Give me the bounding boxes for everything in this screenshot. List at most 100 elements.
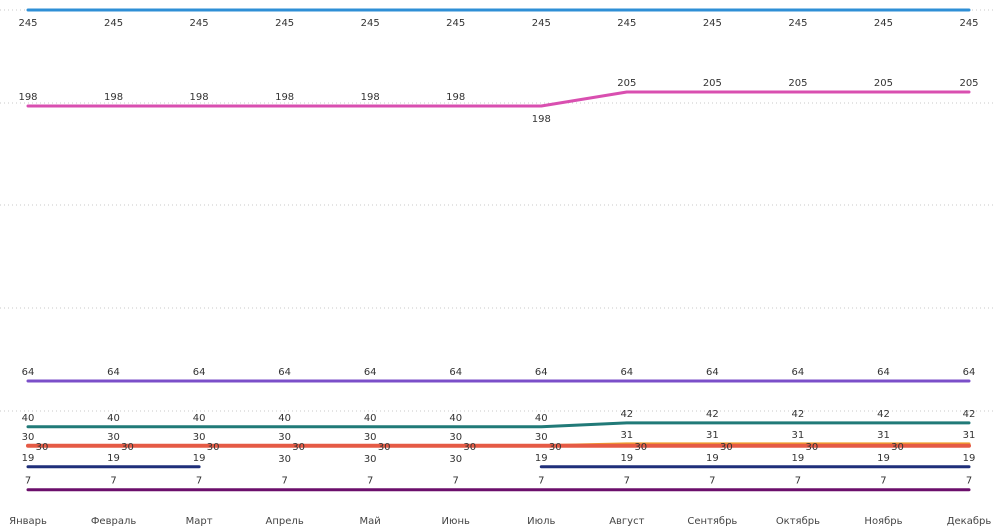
x-tick-label-6: Июль [527, 516, 555, 527]
data-label-s7-p9: 7 [795, 476, 801, 487]
data-label-s0-p4: 245 [361, 18, 380, 29]
data-label-s0-p3: 245 [275, 18, 294, 29]
data-label-s1-p0: 198 [18, 92, 37, 103]
data-label-s6-p10: 19 [877, 453, 890, 464]
data-label-s7-p2: 7 [196, 476, 202, 487]
data-label-s1-p2: 198 [190, 92, 209, 103]
data-label-s2-p11: 64 [963, 367, 976, 378]
data-label-s2-p4: 64 [364, 367, 377, 378]
data-label-s4-p5: 30 [449, 432, 462, 443]
data-label-s0-p2: 245 [190, 18, 209, 29]
data-label-s6-p0: 19 [22, 453, 35, 464]
data-label-s5-p4: 30 [378, 442, 391, 453]
data-label-s6-p1: 19 [107, 453, 120, 464]
data-label-s1-p6: 198 [532, 114, 551, 125]
x-tick-label-2: Март [186, 516, 213, 527]
data-label-s3-p7: 42 [620, 409, 633, 420]
data-label-s2-p5: 64 [449, 367, 462, 378]
data-labels: 245 245 245 245 245 245 245 245 245 245 245 245 198 1… [18, 18, 978, 487]
data-label-red-below-p4: 30 [364, 454, 377, 465]
x-tick-label-0: Январь [9, 516, 47, 527]
data-label-s3-p9: 42 [792, 409, 805, 420]
x-axis: Январь Февраль Март Апрель Май Июнь Июль Август… [9, 516, 991, 527]
data-label-s4-p10: 31 [877, 430, 890, 441]
data-label-s1-p4: 198 [361, 92, 380, 103]
data-label-s2-p0: 64 [22, 367, 35, 378]
data-label-s1-p9: 205 [788, 78, 807, 89]
data-label-s0-p9: 245 [788, 18, 807, 29]
data-label-s3-p10: 42 [877, 409, 890, 420]
data-label-s2-p7: 64 [620, 367, 633, 378]
gridlines [0, 9, 995, 412]
data-label-s1-p5: 198 [446, 92, 465, 103]
data-label-s2-p2: 64 [193, 367, 206, 378]
data-label-s6-p9: 19 [792, 453, 805, 464]
data-label-s7-p11: 7 [966, 476, 972, 487]
x-tick-label-3: Апрель [266, 516, 304, 527]
x-tick-label-7: Август [609, 516, 644, 527]
x-tick-label-5: Июнь [442, 516, 470, 527]
data-label-s1-p8: 205 [703, 78, 722, 89]
data-label-s0-p7: 245 [617, 18, 636, 29]
data-label-s4-p4: 30 [364, 432, 377, 443]
data-label-s7-p8: 7 [709, 476, 715, 487]
data-label-s4-p8: 31 [706, 430, 719, 441]
data-label-s2-p9: 64 [792, 367, 805, 378]
data-label-s3-p0: 40 [22, 413, 35, 424]
data-label-s7-p5: 7 [453, 476, 459, 487]
data-label-s4-p0: 30 [22, 432, 35, 443]
data-label-s5-p2: 30 [207, 442, 220, 453]
data-label-s7-p3: 7 [281, 476, 287, 487]
data-label-s0-p6: 245 [532, 18, 551, 29]
data-label-s5-p10: 30 [891, 442, 904, 453]
data-label-s0-p8: 245 [703, 18, 722, 29]
data-label-s4-p3: 30 [278, 432, 291, 443]
data-label-s6-p7: 19 [620, 453, 633, 464]
data-label-s0-p1: 245 [104, 18, 123, 29]
x-tick-label-10: Ноябрь [864, 516, 902, 527]
data-label-s0-p5: 245 [446, 18, 465, 29]
data-label-s7-p10: 7 [880, 476, 886, 487]
data-label-s3-p11: 42 [963, 409, 976, 420]
series-lines [26, 8, 971, 492]
data-label-s7-p1: 7 [110, 476, 116, 487]
x-tick-label-8: Сентябрь [687, 516, 737, 527]
data-label-s2-p1: 64 [107, 367, 120, 378]
data-label-s0-p10: 245 [874, 18, 893, 29]
series-line-3 [26, 421, 971, 429]
data-label-s1-p1: 198 [104, 92, 123, 103]
data-label-s7-p6: 7 [538, 476, 544, 487]
data-label-s5-p6: 30 [549, 442, 562, 453]
data-label-s4-p11: 31 [963, 430, 976, 441]
data-label-s2-p8: 64 [706, 367, 719, 378]
data-label-s0-p11: 245 [959, 18, 978, 29]
data-label-s6-p2: 19 [193, 453, 206, 464]
data-label-s7-p7: 7 [624, 476, 630, 487]
data-label-s1-p10: 205 [874, 78, 893, 89]
data-label-s4-p2: 30 [193, 432, 206, 443]
data-label-s6-p8: 19 [706, 453, 719, 464]
data-label-s3-p4: 40 [364, 413, 377, 424]
x-tick-label-11: Декабрь [947, 516, 992, 527]
data-label-s3-p2: 40 [193, 413, 206, 424]
data-label-s1-p3: 198 [275, 92, 294, 103]
x-tick-label-1: Февраль [91, 516, 137, 527]
data-label-s2-p6: 64 [535, 367, 548, 378]
data-label-red-below-p5: 30 [449, 454, 462, 465]
data-label-s5-p1: 30 [121, 442, 134, 453]
data-label-s0-p0: 245 [18, 18, 37, 29]
data-label-s4-p1: 30 [107, 432, 120, 443]
data-label-s6-p11: 19 [963, 453, 976, 464]
data-label-s7-p0: 7 [25, 476, 31, 487]
data-label-s6-p6: 19 [535, 453, 548, 464]
data-label-s1-p11: 205 [959, 78, 978, 89]
data-label-s7-p4: 7 [367, 476, 373, 487]
data-label-s3-p8: 42 [706, 409, 719, 420]
data-label-red-below-p3: 30 [278, 454, 291, 465]
data-label-s2-p10: 64 [877, 367, 890, 378]
data-label-s5-p5: 30 [463, 442, 476, 453]
data-label-s3-p3: 40 [278, 413, 291, 424]
data-label-s1-p7: 205 [617, 78, 636, 89]
data-label-s4-p9: 31 [792, 430, 805, 441]
